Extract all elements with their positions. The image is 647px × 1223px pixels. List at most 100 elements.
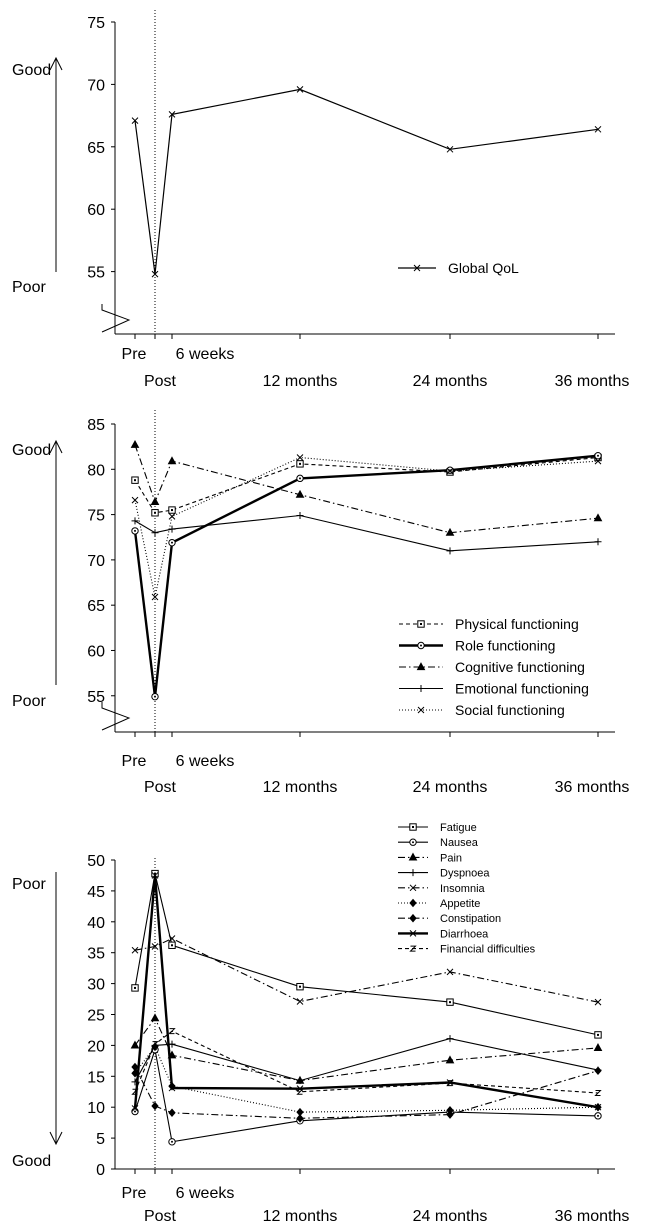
legend-marker [413, 264, 421, 272]
legend-item-constipation: Constipation [398, 913, 501, 925]
data-point [594, 1066, 602, 1076]
data-point [131, 476, 139, 484]
direction-label-bottom: Good [12, 1153, 51, 1170]
x-category-label: Post [144, 779, 177, 796]
data-point [151, 692, 159, 701]
data-point [151, 1041, 159, 1048]
data-point [296, 1077, 304, 1085]
data-point [593, 1043, 603, 1051]
data-point [296, 1088, 304, 1095]
series-line [134, 514, 599, 552]
data-point [296, 998, 304, 1005]
legend-label: Appetite [440, 898, 480, 910]
data-point [594, 1031, 602, 1039]
direction-arrow-head [49, 439, 63, 454]
legend-label: Emotional functioning [455, 681, 589, 697]
y-tick-label: 70 [87, 553, 105, 570]
legend-item-fatigue: Fatigue [398, 822, 477, 834]
data-point [446, 467, 454, 475]
legend-marker [409, 945, 417, 952]
legend-marker [409, 884, 417, 892]
y-tick-label: 65 [87, 598, 105, 615]
data-point [131, 1062, 139, 1072]
legend-item-appetite: Appetite [398, 898, 480, 910]
data-point [168, 110, 176, 118]
data-point [446, 466, 454, 474]
x-category-label: 36 months [555, 373, 630, 390]
data-point [445, 1055, 455, 1064]
y-tick-label: 0 [96, 1162, 105, 1179]
x-category-label: 36 months [555, 1208, 630, 1223]
legend-marker [409, 869, 417, 877]
legend-label: Pain [440, 852, 462, 864]
series-fatigue [131, 869, 602, 1039]
y-tick-label: 20 [87, 1038, 105, 1055]
data-point [131, 517, 139, 525]
y-tick-label: 80 [87, 462, 105, 479]
legend-item-global-qol: Global QoL [398, 260, 519, 276]
data-point [131, 946, 139, 954]
data-point [296, 474, 304, 483]
y-tick-label: 85 [87, 417, 105, 434]
data-point [168, 506, 176, 514]
data-point [131, 1107, 139, 1116]
data-point [446, 1035, 454, 1043]
data-point [168, 941, 176, 949]
y-tick-label: 55 [87, 689, 105, 706]
axis-break-mark [101, 304, 131, 333]
series-cognitive-functioning [130, 439, 603, 536]
data-point [446, 145, 454, 153]
legend-label: Insomnia [440, 883, 486, 895]
data-point [446, 968, 454, 976]
legend-label: Fatigue [440, 822, 477, 834]
y-tick-label: 70 [87, 77, 105, 94]
legend-marker [417, 620, 425, 628]
data-point [168, 935, 176, 942]
legend-marker [416, 662, 426, 671]
series-line [134, 1017, 599, 1082]
x-category-label: 6 weeks [176, 346, 235, 363]
x-category-label: 24 months [413, 779, 488, 796]
series-line [134, 88, 599, 275]
legend-label: Role functioning [455, 638, 555, 654]
series-constipation [131, 1062, 602, 1123]
legend-marker [409, 898, 417, 908]
data-point [151, 593, 159, 601]
direction-arrow-head [49, 1131, 63, 1146]
legend-label: Nausea [440, 837, 479, 849]
data-point [130, 1040, 140, 1049]
series-line [134, 456, 599, 514]
legend-label: Constipation [440, 913, 501, 925]
direction-arrow-head [49, 56, 63, 71]
legend-label: Physical functioning [455, 616, 579, 632]
series-line [133, 454, 599, 697]
data-point [168, 1028, 176, 1035]
data-point [296, 511, 304, 519]
data-point [295, 489, 305, 498]
x-category-label: Pre [122, 346, 147, 363]
data-point [168, 1084, 176, 1092]
legend-item-pain: Pain [398, 852, 462, 864]
x-category-label: Post [144, 373, 177, 390]
y-tick-label: 10 [87, 1100, 105, 1117]
legend-label: Diarrhoea [440, 928, 489, 940]
data-point [296, 454, 304, 461]
x-category-label: Post [144, 1208, 177, 1223]
legend-item-cognitive-functioning: Cognitive functioning [399, 659, 585, 675]
legend-item-physical-functioning: Physical functioning [399, 616, 579, 632]
data-point [151, 943, 159, 950]
data-point [150, 1013, 160, 1022]
series-line [134, 1038, 599, 1083]
series-physical-functioning [131, 453, 602, 517]
data-point [151, 529, 159, 537]
data-point [594, 1089, 602, 1096]
data-point [296, 982, 304, 991]
data-point [151, 270, 159, 278]
direction-label-bottom: Poor [12, 693, 46, 710]
x-category-label: 24 months [413, 373, 488, 390]
x-category-label: 6 weeks [176, 1185, 235, 1202]
x-category-label: 12 months [263, 779, 338, 796]
legend-marker [409, 823, 417, 831]
direction-label-top: Good [12, 62, 51, 79]
